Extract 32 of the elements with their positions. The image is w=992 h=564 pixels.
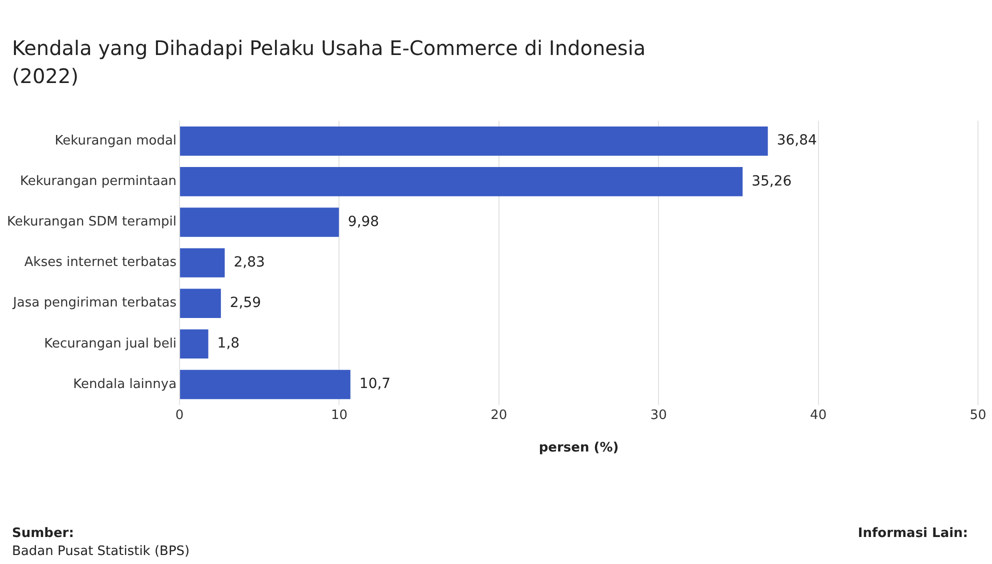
x-tick-label: 40	[810, 408, 827, 423]
text: Badan Pusat Statistik (BPS)	[12, 544, 190, 559]
x-tick-label: 10	[330, 408, 348, 423]
bar	[180, 370, 350, 400]
y-tick-label: Kekurangan SDM terampil	[6, 214, 177, 230]
data-label: 36,84	[776, 132, 818, 149]
bar	[180, 288, 221, 318]
data-label: 9,98	[348, 214, 380, 230]
data-label: 2,59	[230, 295, 262, 312]
x-tick-label: 30	[650, 408, 667, 423]
bar	[180, 126, 768, 156]
chart-title: Kendala yang Dihadapi Pelaku Usaha E-Commerce di Indonesia (2022)	[12, 35, 647, 90]
y-tick-label: Kecurangan jual beli	[44, 336, 177, 352]
x-axis-title: persen (%)	[538, 440, 619, 456]
bar	[180, 208, 339, 237]
text: Informasi Lain:	[858, 526, 968, 541]
y-tick-label: Kekurangan permintaan	[20, 174, 177, 190]
y-tick-label: Akses internet terbatas	[24, 255, 177, 270]
text: Sumber:	[12, 526, 74, 541]
x-tick-label: 0	[175, 408, 184, 423]
x-tick-label: 50	[970, 408, 986, 423]
bar	[180, 167, 743, 196]
bar	[180, 248, 225, 278]
data-label: 10,7	[359, 376, 391, 392]
y-tick-label: Jasa pengiriman terbatas	[12, 296, 177, 311]
x-tick-label: 20	[490, 408, 508, 423]
data-label: 1,8	[217, 336, 240, 352]
y-tick-label: Kendala lainnya	[73, 376, 177, 392]
y-tick-label: Kekurangan modal	[54, 133, 177, 148]
bar	[180, 329, 208, 359]
data-label: 2,83	[234, 254, 265, 270]
data-label: 35,26	[752, 173, 792, 190]
